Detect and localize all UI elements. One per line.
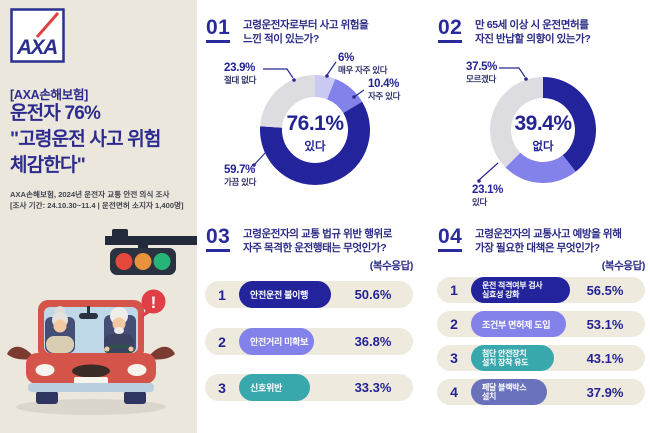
rank-row: 1 운전 적격여부 검사 실효성 강화 56.5%	[437, 277, 645, 303]
rank-value: 53.1%	[586, 316, 624, 332]
rank-bar: 조건부 면허제 도입	[471, 311, 566, 337]
rank-bar: 안전운전 불이행	[239, 281, 331, 308]
rank-number: 2	[450, 316, 458, 332]
rank-number: 3	[450, 350, 458, 366]
donut-chart-risk-felt	[260, 75, 370, 185]
section-03-note: (복수응답)	[369, 260, 414, 272]
label-sometimes: 59.7% 가끔 있다	[224, 164, 257, 188]
left-wheel	[36, 391, 58, 404]
axa-logo-icon: AXA	[10, 8, 65, 63]
rank-number: 2	[218, 333, 226, 350]
headline-line1: 운전자 76%	[10, 103, 101, 124]
donut-segment	[315, 75, 336, 100]
alert-exclamation: !	[151, 293, 157, 312]
alert-icon: !	[140, 289, 166, 319]
section-04-title: 고령운전자의 교통사고 예방을 위해 가장 필요한 대책은 무엇인가?	[475, 228, 622, 254]
headline-line2: "고령운전 사고 위험	[10, 129, 161, 150]
rank-bar: 페달 블랙박스 설치	[471, 379, 547, 405]
right-mirror	[149, 346, 175, 360]
rank-bar: 운전 적격여부 검사 실효성 강화	[471, 277, 570, 303]
label-never: 23.9% 절대 없다	[224, 62, 257, 86]
survey-source-line1: AXA손해보험, 2024년 운전자 교통 안전 의식 조사	[10, 190, 170, 199]
headline: 운전자 76% "고령운전 사고 위험 체감한다"	[10, 101, 161, 179]
car-illustration	[26, 300, 156, 392]
rank-value: 56.5%	[586, 282, 624, 298]
donut-segment	[490, 77, 543, 168]
left-panel: AXA [AXA손해보험] 운전자 76% "고령운전 사고 위험 체감한다" …	[0, 0, 197, 433]
survey-source-line2: [조사 기간: 24.10.30~11.4 | 운전면허 소지자 1,400명]	[10, 201, 184, 210]
rank-row: 2 안전거리 미확보 36.8%	[205, 328, 413, 355]
section-01-title: 고령운전자로부터 사고 위험을 느낀 적이 있는가?	[243, 19, 369, 45]
rank-row: 3 신호위반 33.3%	[205, 374, 413, 401]
label-yes-return: 23.1% 있다	[472, 184, 504, 208]
donut-chart-license-return	[490, 77, 596, 183]
rank-row: 3 첨단 안전장치 설치 장착 유도 43.1%	[437, 345, 645, 371]
rank-row: 2 조건부 면허제 도입 53.1%	[437, 311, 645, 337]
section-03-title: 고령운전자의 교통 법규 위반 행위로 자주 목격한 운전행태는 무엇인가?	[243, 228, 392, 254]
brand-tagline: [AXA손해보험]	[10, 88, 89, 102]
donut-segment	[327, 78, 363, 114]
rank-bar: 안전거리 미확보	[239, 328, 314, 355]
right-wheel	[124, 391, 146, 404]
section-02-number: 02	[438, 17, 463, 43]
axa-logo-text: AXA	[16, 36, 57, 59]
section-02-title: 만 65세 이상 시 운전면허를 자진 반납할 의향이 있는가?	[475, 19, 591, 45]
label-very-often: 6% 매우 자주 있다	[338, 52, 388, 76]
donut-segment	[543, 77, 596, 172]
rank-value: 33.3%	[354, 380, 392, 395]
rank-value: 43.1%	[586, 350, 624, 366]
donut-segment	[260, 101, 370, 185]
left-mirror	[7, 346, 33, 360]
label-dont-know: 37.5% 모르겠다	[466, 61, 498, 85]
rank-row: 1 안전운전 불이행 50.6%	[205, 281, 413, 308]
section-03-number: 03	[206, 226, 231, 252]
rank-number: 3	[218, 379, 226, 396]
donut-segment	[260, 75, 315, 128]
rank-number: 4	[450, 384, 458, 400]
headline-line3: 체감한다"	[10, 155, 86, 176]
section-01-number: 01	[206, 17, 231, 43]
rank-number: 1	[218, 286, 226, 303]
rank-value: 36.8%	[354, 334, 392, 349]
donut-segment	[505, 152, 576, 183]
rank-bar: 첨단 안전장치 설치 장착 유도	[471, 345, 554, 371]
rank-number: 1	[450, 282, 458, 298]
section-04-number: 04	[438, 226, 463, 252]
rank-row: 4 페달 블랙박스 설치 37.9%	[437, 379, 645, 405]
section-04-note: (복수응답)	[601, 260, 646, 272]
rank-bar: 신호위반	[239, 374, 310, 401]
elderly-driver-illustration: !	[7, 229, 197, 415]
rank-value: 50.6%	[354, 287, 392, 302]
label-often: 10.4% 자주 있다	[368, 78, 401, 102]
traffic-light-icon	[105, 229, 197, 275]
rank-value: 37.9%	[586, 384, 624, 400]
survey-source: AXA손해보험, 2024년 운전자 교통 안전 의식 조사 [조사 기간: 2…	[10, 189, 184, 211]
